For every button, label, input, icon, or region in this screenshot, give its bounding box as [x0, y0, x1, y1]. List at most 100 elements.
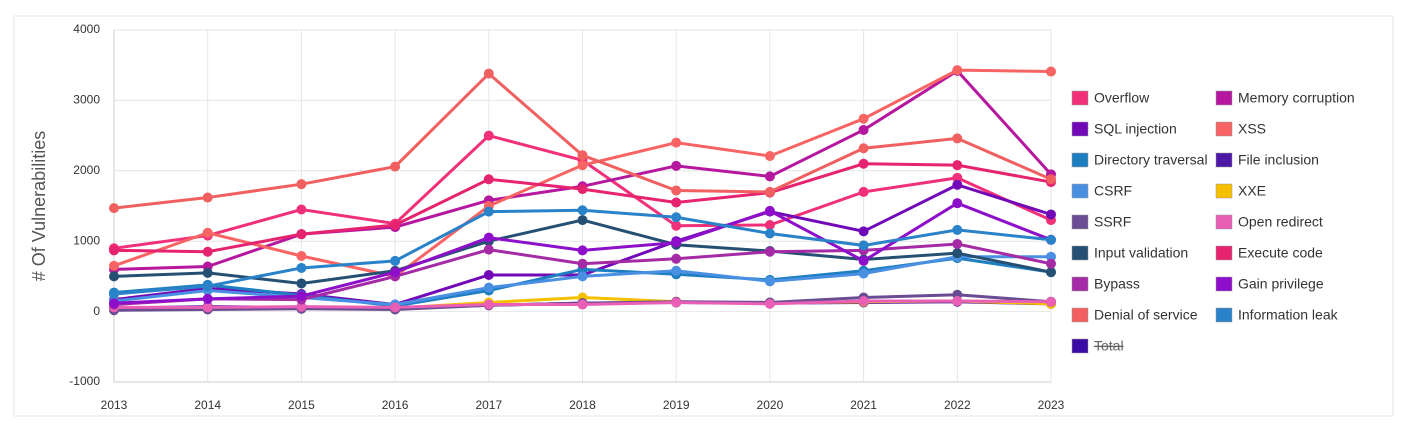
- legend-swatch: [1071, 307, 1089, 323]
- data-point: [764, 246, 775, 257]
- data-point: [1046, 174, 1056, 185]
- data-point: [858, 143, 869, 154]
- data-point: [671, 197, 682, 208]
- x-tick-label: 2014: [194, 398, 221, 412]
- data-point: [952, 133, 963, 144]
- data-point: [390, 302, 401, 313]
- data-point: [764, 205, 775, 216]
- legend-item[interactable]: File inclusion: [1215, 152, 1319, 168]
- legend-label: Gain privilege: [1238, 276, 1324, 292]
- x-tick-label: 2013: [101, 398, 128, 412]
- data-point: [952, 239, 963, 250]
- data-point: [952, 224, 963, 235]
- data-point: [671, 137, 682, 148]
- legend-label: Directory traversal: [1094, 152, 1208, 168]
- legend-swatch: [1215, 307, 1233, 323]
- x-tick-label: 2015: [288, 398, 315, 412]
- legend-item[interactable]: Input validation: [1071, 245, 1188, 261]
- data-point: [952, 172, 963, 183]
- legend-label: SSRF: [1094, 214, 1131, 230]
- x-tick-label: 2022: [944, 398, 971, 412]
- data-point: [952, 65, 963, 76]
- y-tick-label: 3000: [73, 93, 100, 107]
- data-point: [483, 206, 494, 217]
- data-point: [671, 212, 682, 223]
- data-point: [390, 267, 401, 278]
- legend-item[interactable]: XSS: [1215, 121, 1266, 137]
- x-tick-label: 2020: [757, 398, 784, 412]
- legend-label: CSRF: [1094, 183, 1132, 199]
- data-point: [577, 160, 588, 171]
- data-point: [296, 204, 307, 215]
- legend-label: Total: [1094, 338, 1124, 354]
- data-point: [109, 260, 119, 271]
- legend-swatch: [1215, 121, 1233, 137]
- legend-swatch: [1071, 214, 1089, 230]
- data-point: [109, 245, 119, 256]
- legend-label: SQL injection: [1094, 121, 1177, 137]
- legend-swatch: [1071, 276, 1089, 292]
- data-point: [858, 240, 869, 251]
- legend-label: Input validation: [1094, 245, 1188, 261]
- legend-item[interactable]: Information leak: [1215, 307, 1339, 323]
- legend-label: Denial of service: [1094, 307, 1198, 323]
- data-point: [483, 282, 494, 293]
- data-point: [671, 265, 682, 276]
- legend-item[interactable]: Denial of service: [1071, 307, 1198, 323]
- legend-swatch: [1215, 276, 1233, 292]
- data-point: [109, 271, 119, 282]
- data-point: [296, 262, 307, 273]
- data-point: [577, 245, 588, 256]
- data-point: [1046, 66, 1056, 77]
- data-point: [671, 185, 682, 196]
- legend-swatch: [1215, 90, 1233, 106]
- data-point: [483, 269, 494, 280]
- data-point: [296, 301, 307, 312]
- legend-label: File inclusion: [1238, 152, 1319, 168]
- data-point: [858, 186, 869, 197]
- data-point: [202, 227, 213, 238]
- data-point: [671, 160, 682, 171]
- legend-item[interactable]: Directory traversal: [1071, 152, 1208, 168]
- data-point: [952, 198, 963, 209]
- data-point: [109, 203, 119, 214]
- legend-item[interactable]: Open redirect: [1215, 214, 1323, 230]
- y-tick-label: 1000: [73, 233, 100, 247]
- data-point: [577, 258, 588, 269]
- x-tick-label: 2018: [569, 398, 596, 412]
- data-point: [952, 296, 963, 307]
- legend-label: Open redirect: [1238, 214, 1323, 230]
- data-point: [1046, 267, 1056, 278]
- x-tick-label: 2016: [382, 398, 409, 412]
- legend-item[interactable]: Bypass: [1071, 276, 1140, 292]
- data-point: [483, 232, 494, 243]
- legend-item[interactable]: XXE: [1215, 183, 1266, 199]
- legend-swatch: [1071, 152, 1089, 168]
- legend-item[interactable]: Memory corruption: [1215, 90, 1355, 106]
- y-tick-label: 0: [93, 304, 100, 318]
- data-point: [952, 179, 963, 190]
- legend-item[interactable]: SSRF: [1071, 214, 1131, 230]
- y-axis-label: # Of Vulnerabilities: [29, 131, 49, 281]
- legend-item[interactable]: Gain privilege: [1215, 276, 1324, 292]
- legend-label: Information leak: [1238, 307, 1339, 323]
- legend-item[interactable]: SQL injection: [1071, 121, 1177, 137]
- data-point: [483, 244, 494, 255]
- legend-swatch: [1071, 90, 1089, 106]
- legend-item[interactable]: Total: [1071, 338, 1124, 354]
- legend-item[interactable]: CSRF: [1071, 183, 1132, 199]
- legend-item[interactable]: Overflow: [1071, 90, 1150, 106]
- data-point: [202, 302, 213, 313]
- legend-label: Memory corruption: [1238, 90, 1355, 106]
- data-point: [202, 293, 213, 304]
- legend-label: Execute code: [1238, 245, 1323, 261]
- data-point: [858, 226, 869, 237]
- data-point: [109, 298, 119, 309]
- data-point: [390, 255, 401, 266]
- data-point: [952, 160, 963, 171]
- legend-swatch: [1071, 121, 1089, 137]
- data-point: [202, 192, 213, 203]
- legend-item[interactable]: Execute code: [1215, 245, 1323, 261]
- data-point: [577, 271, 588, 282]
